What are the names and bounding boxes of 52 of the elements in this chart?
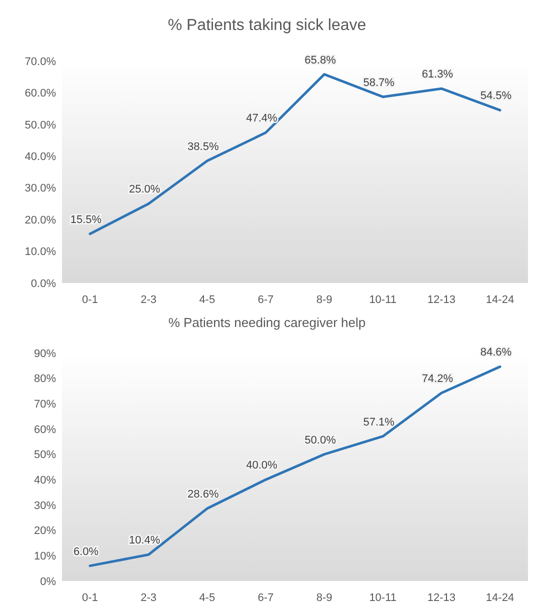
y-tick-label: 50% [34,449,56,462]
y-tick-label: 30% [34,500,56,512]
data-label: 57.1% [363,416,395,428]
data-label: 40.0% [246,460,278,472]
x-tick-label: 10-11 [369,294,397,306]
data-label: 84.6% [480,346,512,359]
x-tick-label: 6-7 [258,592,274,603]
y-tick-label: 30.0% [24,182,56,195]
data-label: 15.5% [70,214,102,226]
x-tick-label: 0-1 [82,592,98,603]
x-tick-label: 6-7 [258,294,274,306]
x-tick-label: 2-3 [140,592,157,603]
y-tick-label: 40.0% [24,150,56,163]
data-label: 6.0% [73,546,99,558]
x-tick-label: 14-24 [486,592,514,603]
data-label: 58.7% [363,76,395,89]
data-label: 54.5% [480,90,512,102]
x-tick-label: 4-5 [199,592,216,603]
data-label: 28.6% [188,488,219,501]
x-tick-label: 0-1 [82,294,98,306]
x-tick-label: 8-9 [316,592,332,603]
y-tick-label: 60% [34,424,56,436]
y-tick-label: 90% [34,348,56,360]
y-tick-label: 50.0% [24,119,56,132]
data-label: 61.3% [422,68,454,81]
chart-title: % Patients needing caregiver help [168,315,366,330]
data-label: 25.0% [128,184,160,196]
y-tick-label: 20.0% [24,214,56,226]
y-tick-label: 60.0% [24,88,56,100]
x-tick-label: 12-13 [427,294,456,306]
data-label: 38.5% [188,140,219,153]
chart-title: % Patients taking sick leave [168,17,366,34]
x-tick-label: 4-5 [199,294,216,306]
data-label: 65.8% [304,54,336,66]
y-tick-label: 80% [34,373,56,386]
x-tick-label: 12-13 [427,592,456,603]
y-tick-label: 10% [34,550,56,563]
x-tick-label: 2-3 [140,294,157,306]
x-tick-label: 8-9 [316,294,332,306]
data-label: 47.4% [246,112,278,125]
x-tick-label: 10-11 [369,592,397,603]
y-tick-label: 70% [34,398,56,411]
y-tick-label: 70.0% [24,56,56,68]
y-tick-label: 10.0% [24,246,56,258]
y-tick-label: 40% [34,474,56,487]
y-tick-label: 0.0% [30,278,56,290]
data-label: 10.4% [128,534,160,547]
data-label: 74.2% [422,373,454,386]
x-tick-label: 14-24 [486,294,514,306]
y-tick-label: 0% [40,576,56,588]
y-tick-label: 20% [34,525,56,538]
data-label: 50.0% [304,434,336,446]
